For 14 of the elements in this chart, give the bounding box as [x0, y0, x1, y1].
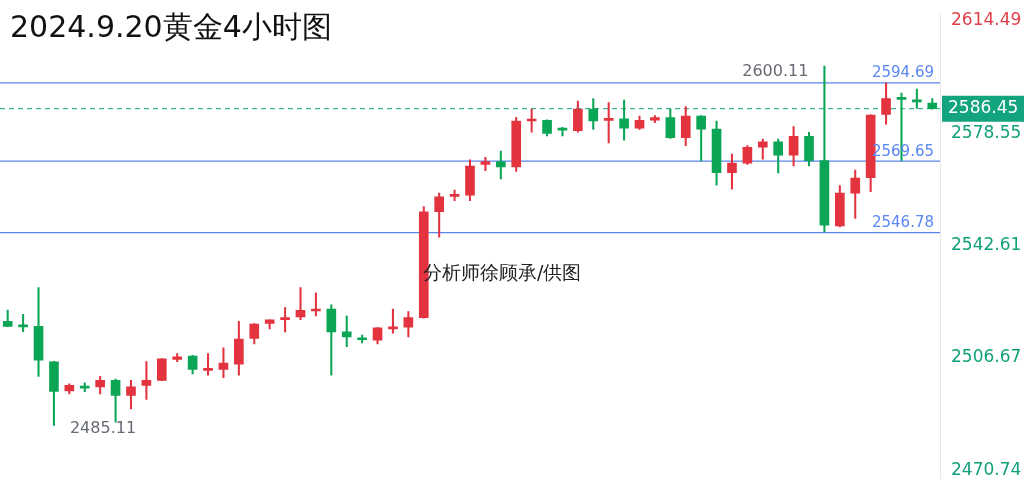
y-tick-label: 2470.74 — [951, 458, 1022, 479]
y-tick-label: 2506.67 — [951, 346, 1022, 367]
candlestick — [603, 102, 614, 144]
y-tick-label: 2542.61 — [951, 234, 1022, 255]
candlestick — [33, 287, 44, 377]
candlestick — [295, 287, 306, 321]
ref-line-label: 2594.69 — [871, 63, 934, 82]
y-tick-label: 2614.49 — [951, 9, 1022, 30]
ref-line-label: 2546.78 — [871, 213, 934, 232]
y-tick-label: 2578.55 — [951, 121, 1022, 142]
chart-title: 2024.9.20黄金4小时图 — [10, 8, 332, 44]
ref-line-label: 2586.45 — [948, 97, 1019, 118]
annotation: 2600.11 — [742, 61, 809, 81]
annotation: 2485.11 — [69, 418, 137, 438]
